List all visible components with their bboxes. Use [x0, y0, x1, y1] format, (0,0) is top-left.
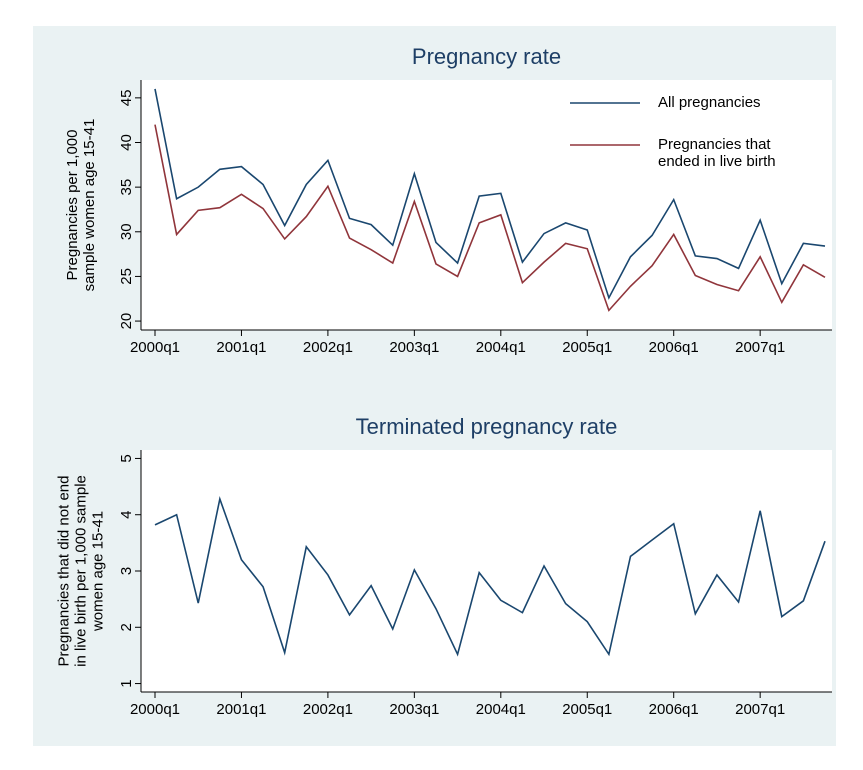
y-tick-label: 45	[118, 90, 135, 107]
y-tick-label: 2	[118, 623, 135, 631]
x-tick-label: 2006q1	[649, 339, 699, 356]
x-tick-label: 2006q1	[649, 701, 699, 718]
chart-title: Terminated pregnancy rate	[356, 414, 618, 439]
y-tick-label: 3	[118, 567, 135, 575]
y-tick-label: 5	[118, 454, 135, 462]
legend-label: All pregnancies	[658, 94, 761, 111]
y-tick-label: 25	[118, 268, 135, 285]
x-tick-label: 2000q1	[130, 701, 180, 718]
y-tick-label: 40	[118, 134, 135, 151]
x-tick-label: 2005q1	[562, 701, 612, 718]
x-tick-label: 2004q1	[476, 701, 526, 718]
x-tick-label: 2004q1	[476, 339, 526, 356]
line-series	[154, 496, 826, 657]
x-tick-label: 2007q1	[735, 339, 785, 356]
legend-label: Pregnancies that ended in live birth	[658, 136, 776, 170]
x-tick-label: 2002q1	[303, 339, 353, 356]
y-tick-label: 30	[118, 223, 135, 240]
y-axis-label: Pregnancies per 1,000 sample women age 1…	[64, 118, 98, 292]
y-tick-label: 1	[118, 679, 135, 687]
line-series	[154, 88, 826, 300]
x-tick-label: 2001q1	[216, 339, 266, 356]
x-tick-label: 2003q1	[389, 701, 439, 718]
plot-area	[141, 80, 832, 330]
y-axis-label: Pregnancies that did not end in live bir…	[55, 475, 107, 667]
x-tick-label: 2000q1	[130, 339, 180, 356]
y-tick-label: 35	[118, 179, 135, 196]
x-tick-label: 2002q1	[303, 701, 353, 718]
x-tick-label: 2005q1	[562, 339, 612, 356]
plot-area	[141, 450, 832, 692]
line-series	[154, 124, 826, 312]
chart-title: Pregnancy rate	[412, 44, 561, 69]
x-tick-label: 2003q1	[389, 339, 439, 356]
y-tick-label: 4	[118, 511, 135, 519]
x-tick-label: 2001q1	[216, 701, 266, 718]
y-tick-label: 20	[118, 313, 135, 330]
x-tick-label: 2007q1	[735, 701, 785, 718]
